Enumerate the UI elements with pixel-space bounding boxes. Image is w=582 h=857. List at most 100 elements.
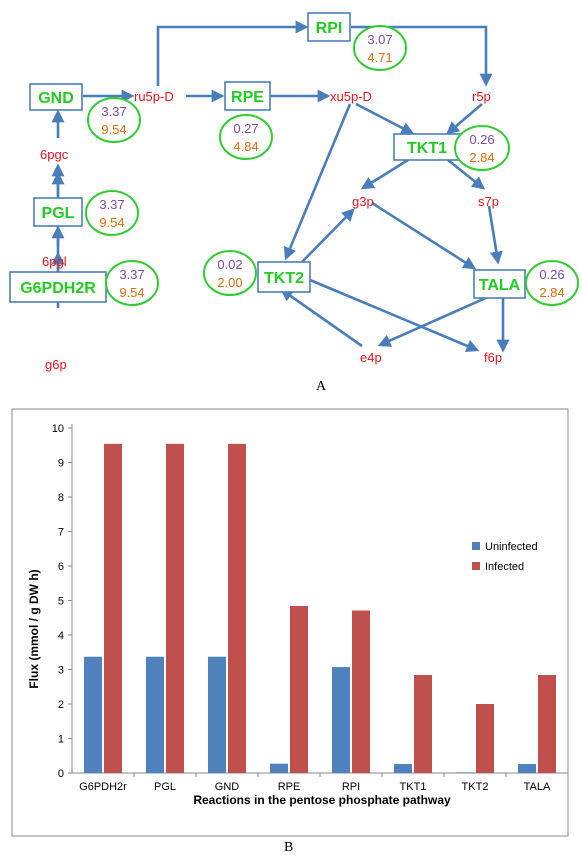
- flux-infected-value: 4.71: [367, 50, 392, 65]
- reaction-box: [224, 81, 271, 111]
- metabolite-g6p: g6p: [45, 357, 67, 372]
- reaction-label: PGL: [42, 205, 75, 222]
- legend-swatch-infected: [472, 562, 480, 570]
- reaction-box: [29, 83, 83, 111]
- bar-uninfected-g6pdh2r: [84, 656, 102, 773]
- x-tick-label: RPE: [278, 781, 301, 793]
- x-tick-label: TKT1: [400, 781, 427, 793]
- metabolite-xu5p: xu5p-D: [330, 89, 372, 104]
- panel-label-a: A: [316, 379, 327, 394]
- metabolite-f6p: f6p: [484, 350, 502, 365]
- edge-xu5p-tkt1: [355, 102, 415, 135]
- bar-infected-rpi: [352, 610, 370, 773]
- y-tick-label: 6: [58, 561, 64, 573]
- pathway-diagram: ru5p-D xu5p-D r5p 6pgc 6pgl g6p g3p s7p …: [9, 12, 579, 394]
- x-tick-label: GND: [215, 781, 240, 793]
- x-tick-label: G6PDH2r: [79, 781, 127, 793]
- y-tick-label: 9: [58, 458, 64, 470]
- flux-ring: [454, 125, 510, 171]
- reaction-node-gnd: GND 3.37 9.54: [29, 83, 141, 143]
- flux-ring: [203, 250, 257, 296]
- reaction-node-rpe: RPE 0.27 4.84: [219, 81, 273, 160]
- flux-uninfected-value: 3.37: [119, 267, 144, 282]
- bar-uninfected-tkt1: [394, 764, 412, 773]
- bar-infected-tala: [538, 675, 556, 773]
- reaction-label: RPI: [316, 20, 343, 37]
- y-tick-label: 10: [52, 423, 64, 435]
- chart-x-tick-labels: G6PDH2r PGL GND RPE RPI TKT1 TKT2 TALA: [79, 781, 551, 793]
- edge-s7p-tala: [487, 205, 503, 265]
- flux-ring: [105, 260, 159, 306]
- metabolite-e4p: e4p: [360, 350, 382, 365]
- bar-infected-tkt2: [476, 704, 494, 773]
- flux-infected-value: 4.84: [233, 139, 258, 154]
- flux-infected-value: 9.54: [101, 122, 126, 137]
- reaction-node-tala: TALA 0.26 2.84: [473, 260, 579, 306]
- metabolite-g3p: g3p: [352, 194, 374, 209]
- flux-uninfected-value: 0.27: [233, 121, 258, 136]
- reaction-label: RPE: [231, 89, 264, 106]
- flux-uninfected-value: 3.37: [99, 197, 124, 212]
- flux-uninfected-value: 0.26: [539, 267, 564, 282]
- bar-uninfected-gnd: [208, 656, 226, 773]
- chart-legend: Uninfected Infected: [472, 541, 538, 573]
- reaction-label: TKT2: [264, 270, 304, 287]
- metabolite-s7p: s7p: [478, 194, 499, 209]
- metabolite-6pgl: 6pgl: [42, 254, 67, 269]
- panel-label-b: B: [284, 840, 293, 855]
- reaction-label: TALA: [479, 277, 521, 294]
- reaction-node-rpi: RPI 3.07 4.71: [307, 12, 407, 71]
- reaction-box: [257, 261, 311, 293]
- edge-rpi-r5p: [351, 25, 493, 87]
- bar-uninfected-pgl: [146, 656, 164, 773]
- y-tick-label: 4: [58, 630, 64, 642]
- flux-uninfected-value: 0.02: [217, 257, 242, 272]
- metabolites: ru5p-D xu5p-D r5p 6pgc 6pgl g6p g3p s7p …: [40, 89, 502, 372]
- reaction-node-tkt2: TKT2 0.02 2.00: [203, 250, 311, 296]
- bar-infected-tkt1: [414, 675, 432, 773]
- chart-bars: [84, 443, 556, 773]
- chart-x-axis-title: Reactions in the pentose phosphate pathw…: [193, 793, 451, 807]
- reaction-node-pgl: PGL 3.37 9.54: [33, 190, 139, 236]
- legend-label-uninfected: Uninfected: [485, 541, 538, 553]
- legend-label-infected: Infected: [485, 561, 524, 573]
- flux-ring: [353, 25, 407, 71]
- edge-tkt2-g3p: [301, 208, 355, 263]
- edge-tkt2-f6p: [309, 278, 480, 352]
- x-tick-label: PGL: [154, 781, 176, 793]
- flux-infected-value: 2.00: [217, 275, 242, 290]
- x-tick-label: TALA: [524, 781, 551, 793]
- edge-xu5p-tkt2: [283, 103, 352, 261]
- flux-ring: [525, 260, 579, 306]
- metabolite-6pgc: 6pgc: [40, 147, 69, 162]
- bar-uninfected-rpi: [332, 667, 350, 773]
- reaction-box: [9, 271, 107, 303]
- reaction-label: G6PDH2R: [20, 280, 96, 297]
- legend-swatch-uninfected: [472, 542, 480, 550]
- edge-tkt1-s7p: [447, 158, 486, 190]
- bar-infected-g6pdh2r: [104, 443, 122, 773]
- y-tick-label: 3: [58, 665, 64, 677]
- x-tick-label: TKT2: [462, 781, 489, 793]
- reaction-box: [33, 197, 83, 227]
- reaction-nodes: GND 3.37 9.54 PGL 3.37 9.54 G6PDH2R 3.37 9.54 RPE…: [9, 12, 579, 306]
- y-tick-label: 8: [58, 492, 64, 504]
- bar-uninfected-tkt2: [456, 772, 474, 773]
- reaction-box: [393, 133, 461, 161]
- edge-g3p-tala: [371, 201, 477, 270]
- y-tick-label: 2: [58, 699, 64, 711]
- bar-infected-gnd: [228, 443, 246, 773]
- reaction-box: [307, 12, 351, 42]
- bar-infected-pgl: [166, 443, 184, 773]
- y-tick-label: 1: [58, 734, 64, 746]
- chart-y-tick-labels: 0 1 2 3 4 5 6 7 8 9 10: [52, 423, 64, 780]
- flux-infected-value: 9.54: [119, 285, 144, 300]
- edge-e4p-tkt2: [279, 288, 363, 348]
- bar-uninfected-rpe: [270, 763, 288, 773]
- y-tick-label: 7: [58, 527, 64, 539]
- bar-infected-rpe: [290, 606, 308, 773]
- reaction-box: [473, 269, 526, 299]
- flux-ring: [85, 190, 139, 236]
- flux-uninfected-value: 3.37: [101, 104, 126, 119]
- metabolite-r5p: r5p: [472, 89, 491, 104]
